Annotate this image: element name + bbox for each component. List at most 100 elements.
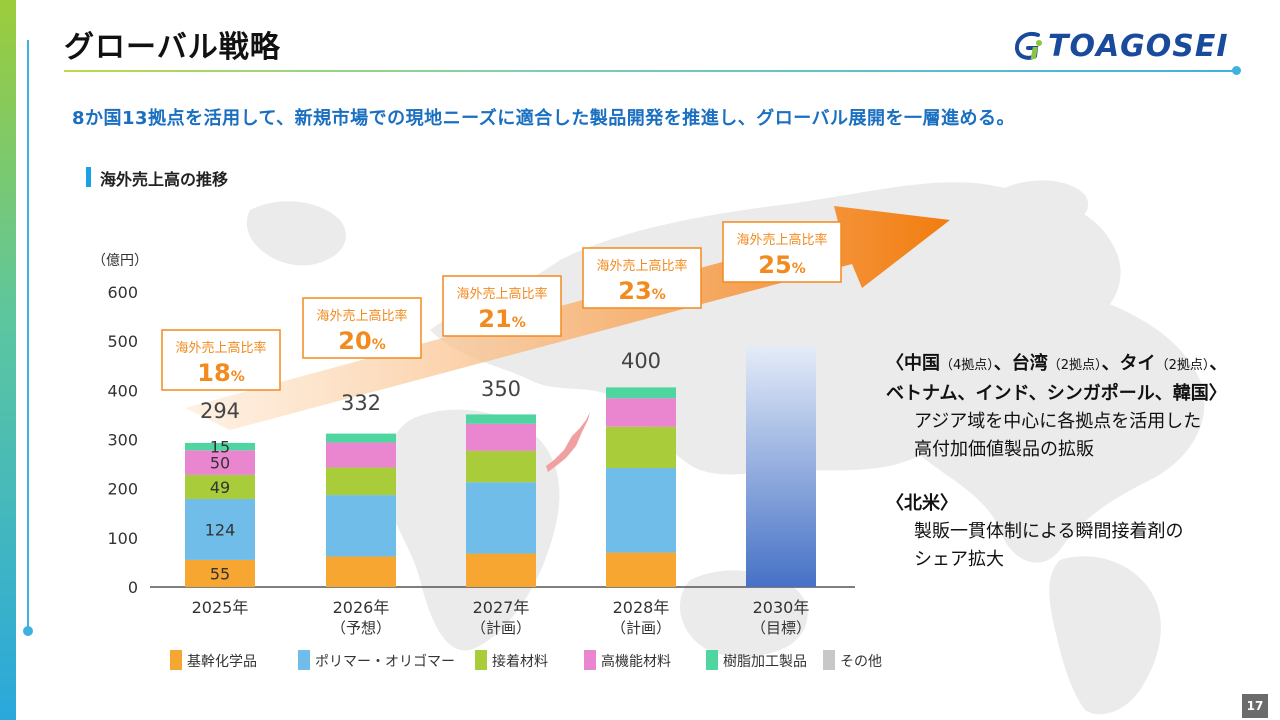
legend-label: 樹脂加工製品 [723,654,807,670]
ratio-value: 21% [478,305,525,333]
segment-value-label: 55 [210,564,230,583]
map-south-america [1049,556,1161,715]
asia-strategy-block: 〈中国（4拠点）、台湾（2拠点）、タイ（2拠点）、 ベトナム、インド、シンガポー… [886,350,1227,464]
bar-segment [326,556,396,587]
bar-segment [466,423,536,451]
bar-segment [185,474,255,499]
north-america-strategy-block: 〈北米〉 製販一貫体制による瞬間接着剤の シェア拡大 [886,490,1183,574]
bar-segment [466,482,536,554]
legend-swatch [475,650,487,670]
na-body-line1: 製販一貫体制による瞬間接着剤の [914,521,1184,542]
bar-segment [326,433,396,443]
bar-segment [326,495,396,557]
legend-swatch [706,650,718,670]
map-europe-north [246,201,346,266]
ratio-caption: 海外売上高比率 [175,340,266,356]
logo-mark-icon [1014,32,1042,60]
bar-segment [185,559,255,587]
company-logo: TOAGOSEI [1012,28,1229,64]
total-value-label: 350 [481,377,521,401]
ratio-value: 25% [758,251,805,279]
ratio-caption: 海外売上高比率 [596,258,687,274]
asia-body-line1: アジア域を中心に各拠点を活用した [914,411,1202,432]
na-body-line2: シェア拡大 [914,549,1004,570]
bar-stacks [185,346,816,587]
bar-target-2030 [746,346,816,587]
bar-segment [606,552,676,587]
x-tick-label: 2026年 [333,598,390,617]
legend-label: 基幹化学品 [187,653,257,670]
x-tick-label: 2028年 [613,598,670,617]
logo-text: TOAGOSEI [1048,28,1229,64]
ratio-box [302,297,422,359]
y-tick-label: 300 [107,431,138,450]
section-label: 海外売上高の推移 [86,166,228,190]
ratio-caption: 海外売上高比率 [456,286,547,302]
x-tick-sublabel: （計画） [611,619,671,637]
segment-value-label: 50 [210,454,230,473]
bar-segment [326,442,396,468]
y-axis-ticks: 0 100 200 300 400 500 600 [107,283,138,597]
y-tick-label: 0 [128,578,138,597]
legend-label: 高機能材料 [601,653,671,670]
ratio-caption: 海外売上高比率 [316,308,407,324]
ratio-caption: 海外売上高比率 [736,232,827,248]
bar-segment [466,553,536,587]
left-accent-bar [0,0,16,720]
page-title: グローバル戦略 [64,30,281,65]
x-tick-label: 2025年 [192,598,249,617]
y-tick-label: 600 [107,283,138,302]
ratio-value: 18% [197,359,244,387]
y-tick-label: 500 [107,332,138,351]
ratio-callouts: 海外売上高比率 18% 海外売上高比率 20% 海外売上高比率 21% 海外売上高比率 23%… [161,221,842,391]
total-value-label: 332 [341,391,381,415]
left-accent-dot [23,626,33,636]
ratio-box [722,221,842,283]
bar-segment [606,387,676,399]
legend-swatch [584,650,596,670]
asia-body-line2: 高付加価値製品の拡販 [914,439,1094,460]
page-number: 17 [1242,694,1268,718]
x-tick-label: 2027年 [473,598,530,617]
map-north-america [854,277,1205,563]
left-accent-line [27,40,29,632]
legend-swatch [823,650,835,670]
total-value-label: 294 [200,399,240,423]
y-axis-unit-label: （億円） [92,253,148,269]
bar-segment [185,442,255,451]
bar-segment [606,468,676,553]
x-tick-sublabel: （計画） [471,619,531,637]
x-tick-sublabel: （予想） [331,619,391,637]
x-tick-sublabel: （目標） [751,619,811,637]
ratio-box [582,247,702,309]
total-labels: 294 332 350 400 [200,349,661,423]
segment-value-label: 49 [210,478,230,497]
title-underline-dot [1232,66,1241,75]
y-tick-label: 400 [107,381,138,400]
bar-segment [466,450,536,483]
asia-head-line1: 〈中国（4拠点）、台湾（2拠点）、タイ（2拠点）、 [886,353,1228,374]
y-tick-label: 100 [107,529,138,548]
bar-segment [185,450,255,475]
segment-value-label: 124 [205,520,236,539]
legend-swatch [298,650,310,670]
legend-label: ポリマー・オリゴマー [315,653,455,670]
title-underline [64,70,1236,72]
legend-label: その他 [840,654,882,670]
x-axis-labels: 2025年 2026年 （予想） 2027年 （計画） 2028年 （計画） 2030年 （目標… [192,598,811,637]
bar-segment [466,414,536,424]
ratio-box [442,275,562,337]
asia-head-line2: ベトナム、インド、シンガポール、韓国〉 [886,383,1227,404]
bar-segment [326,467,396,496]
map-australia [679,570,808,658]
map-greenland [1000,180,1089,229]
page-subtitle: 8か国13拠点を活用して、新規市場での現地ニーズに適合した製品開発を推進し、グロ… [72,108,1016,129]
bar-segment [185,498,255,560]
total-value-label: 400 [621,349,661,373]
y-tick-label: 200 [107,480,138,499]
legend-label: 接着材料 [492,653,548,670]
ratio-value: 20% [338,327,385,355]
legend-swatch [170,650,182,670]
